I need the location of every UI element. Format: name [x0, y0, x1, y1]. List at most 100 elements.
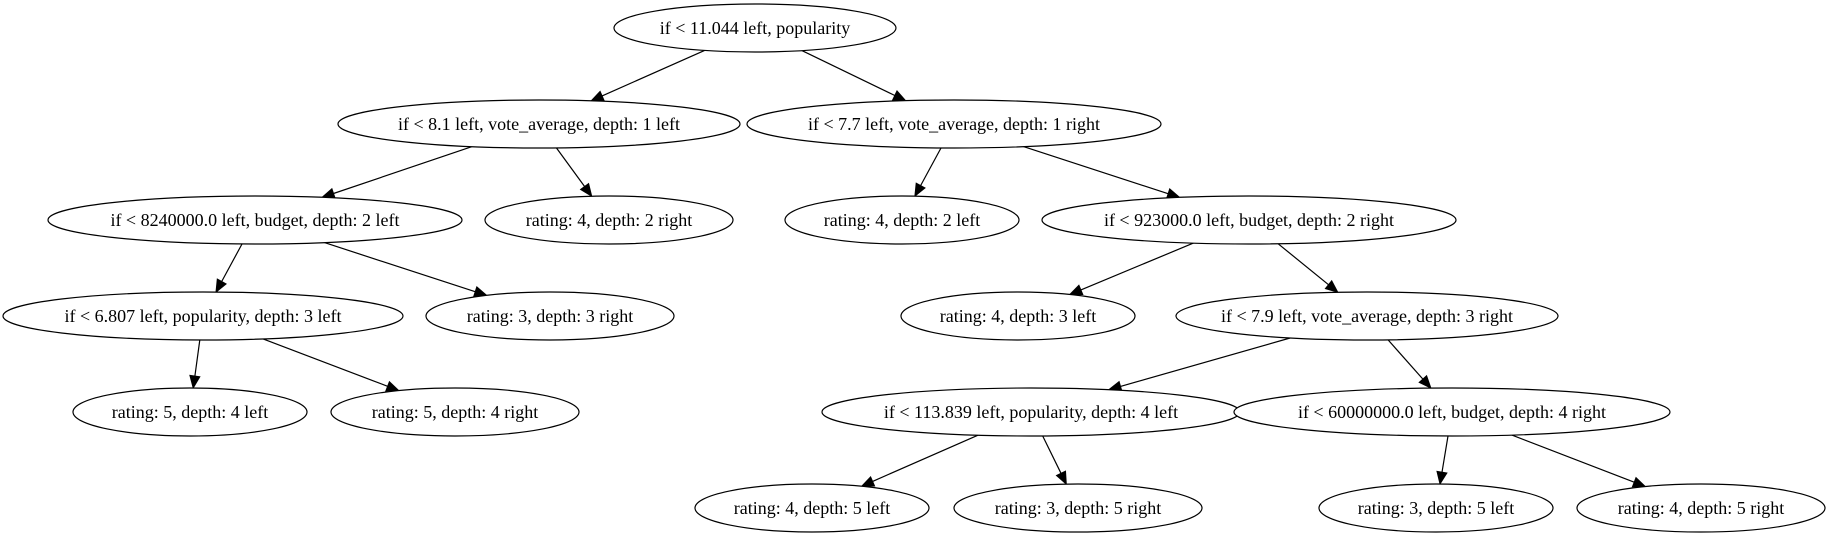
- tree-node-n12: rating: 5, depth: 4 right: [330, 387, 580, 437]
- edge-line: [221, 243, 243, 282]
- node-ellipse: [953, 483, 1203, 533]
- node-ellipse: [746, 99, 1162, 149]
- edge-line: [333, 146, 473, 195]
- tree-node-n11: rating: 5, depth: 4 left: [72, 387, 308, 437]
- node-ellipse: [330, 387, 580, 437]
- tree-node-n14: if < 60000000.0 left, budget, depth: 4 r…: [1233, 387, 1671, 437]
- edge-line: [920, 147, 942, 186]
- tree-edge-n0-n2: [801, 50, 907, 102]
- node-label: rating: 5, depth: 4 right: [372, 402, 538, 422]
- edges-layer: [189, 49, 1647, 488]
- nodes-layer: if < 11.044 left, popularity if < 8.1 lef…: [2, 3, 1826, 533]
- edge-line: [1387, 339, 1424, 380]
- tree-edge-n14-n18: [1511, 434, 1647, 488]
- edge-line: [872, 434, 979, 482]
- tree-node-n0: if < 11.044 left, popularity: [613, 3, 897, 53]
- tree-node-n13: if < 113.839 left, popularity, depth: 4 …: [821, 387, 1241, 437]
- edge-line: [1441, 435, 1449, 473]
- tree-edge-n2-n6: [1023, 146, 1181, 199]
- tree-edge-n3-n7: [215, 243, 243, 294]
- node-ellipse: [337, 99, 741, 149]
- tree-edge-n7-n12: [262, 338, 401, 392]
- tree-edge-n13-n15: [860, 434, 979, 487]
- node-label: if < 7.7 left, vote_average, depth: 1 ri…: [808, 114, 1100, 134]
- node-ellipse: [425, 291, 675, 341]
- edge-line: [324, 242, 476, 293]
- tree-edge-n13-n16: [1042, 435, 1067, 486]
- tree-node-n18: rating: 4, depth: 5 right: [1576, 483, 1826, 533]
- edge-line: [194, 339, 201, 377]
- edge-line: [1042, 435, 1062, 474]
- edge-line: [601, 49, 705, 97]
- arrowhead-icon: [385, 380, 401, 392]
- node-ellipse: [1175, 291, 1559, 341]
- tree-edge-n0-n1: [590, 49, 705, 102]
- tree-node-n16: rating: 3, depth: 5 right: [953, 483, 1203, 533]
- arrowhead-icon: [860, 476, 876, 487]
- node-label: if < 11.044 left, popularity: [660, 18, 850, 38]
- tree-node-n5: rating: 4, depth: 2 left: [784, 195, 1020, 245]
- tree-edge-n14-n17: [1436, 435, 1449, 486]
- node-label: if < 60000000.0 left, budget, depth: 4 r…: [1298, 402, 1606, 422]
- edge-line: [1277, 243, 1329, 286]
- node-ellipse: [900, 291, 1136, 341]
- arrowhead-icon: [891, 90, 907, 102]
- node-label: rating: 4, depth: 5 left: [734, 498, 890, 518]
- node-ellipse: [784, 195, 1020, 245]
- tree-node-n8: rating: 3, depth: 3 right: [425, 291, 675, 341]
- tree-node-n6: if < 923000.0 left, budget, depth: 2 rig…: [1041, 195, 1457, 245]
- edge-line: [1511, 434, 1635, 483]
- edge-line: [1120, 337, 1291, 387]
- node-label: rating: 4, depth: 3 left: [940, 306, 1096, 326]
- edge-line: [262, 338, 388, 387]
- node-ellipse: [2, 291, 404, 341]
- tree-edge-n1-n4: [555, 147, 593, 198]
- node-label: rating: 4, depth: 2 left: [824, 210, 980, 230]
- tree-node-n3: if < 8240000.0 left, budget, depth: 2 le…: [47, 195, 463, 245]
- arrowhead-icon: [1324, 279, 1339, 294]
- node-ellipse: [484, 195, 734, 245]
- node-label: if < 8.1 left, vote_average, depth: 1 le…: [398, 114, 680, 134]
- node-ellipse: [1233, 387, 1671, 437]
- tree-edge-n6-n9: [1068, 242, 1194, 295]
- node-label: if < 6.807 left, popularity, depth: 3 le…: [65, 306, 342, 326]
- arrowhead-icon: [579, 182, 593, 198]
- tree-node-n1: if < 8.1 left, vote_average, depth: 1 le…: [337, 99, 741, 149]
- arrowhead-icon: [1631, 476, 1647, 488]
- node-label: rating: 3, depth: 5 left: [1358, 498, 1514, 518]
- tree-node-n9: rating: 4, depth: 3 left: [900, 291, 1136, 341]
- node-label: rating: 5, depth: 4 left: [112, 402, 268, 422]
- tree-node-n10: if < 7.9 left, vote_average, depth: 3 ri…: [1175, 291, 1559, 341]
- node-ellipse: [613, 3, 897, 53]
- node-ellipse: [1576, 483, 1826, 533]
- node-label: if < 113.839 left, popularity, depth: 4 …: [884, 402, 1178, 422]
- arrowhead-icon: [1068, 284, 1084, 295]
- node-ellipse: [1041, 195, 1457, 245]
- node-label: if < 8240000.0 left, budget, depth: 2 le…: [110, 210, 399, 230]
- tree-node-n15: rating: 4, depth: 5 left: [694, 483, 930, 533]
- tree-node-n7: if < 6.807 left, popularity, depth: 3 le…: [2, 291, 404, 341]
- edge-line: [801, 50, 896, 97]
- arrowhead-icon: [1418, 374, 1432, 390]
- tree-node-n17: rating: 3, depth: 5 left: [1318, 483, 1554, 533]
- node-label: if < 7.9 left, vote_average, depth: 3 ri…: [1221, 306, 1513, 326]
- tree-node-n2: if < 7.7 left, vote_average, depth: 1 ri…: [746, 99, 1162, 149]
- node-ellipse: [47, 195, 463, 245]
- arrowhead-icon: [1055, 470, 1067, 486]
- node-label: if < 923000.0 left, budget, depth: 2 rig…: [1104, 210, 1394, 230]
- edge-line: [555, 147, 586, 187]
- tree-edge-n10-n14: [1387, 339, 1432, 390]
- edge-line: [1080, 242, 1194, 291]
- tree-edge-n3-n8: [324, 242, 488, 297]
- node-ellipse: [72, 387, 308, 437]
- node-label: rating: 3, depth: 3 right: [467, 306, 633, 326]
- node-ellipse: [1318, 483, 1554, 533]
- node-label: rating: 3, depth: 5 right: [995, 498, 1161, 518]
- tree-edge-n2-n5: [914, 147, 942, 198]
- tree-edge-n1-n3: [320, 146, 473, 199]
- node-label: rating: 4, depth: 2 right: [526, 210, 692, 230]
- node-ellipse: [694, 483, 930, 533]
- arrowhead-icon: [590, 90, 605, 102]
- arrowhead-icon: [215, 278, 227, 294]
